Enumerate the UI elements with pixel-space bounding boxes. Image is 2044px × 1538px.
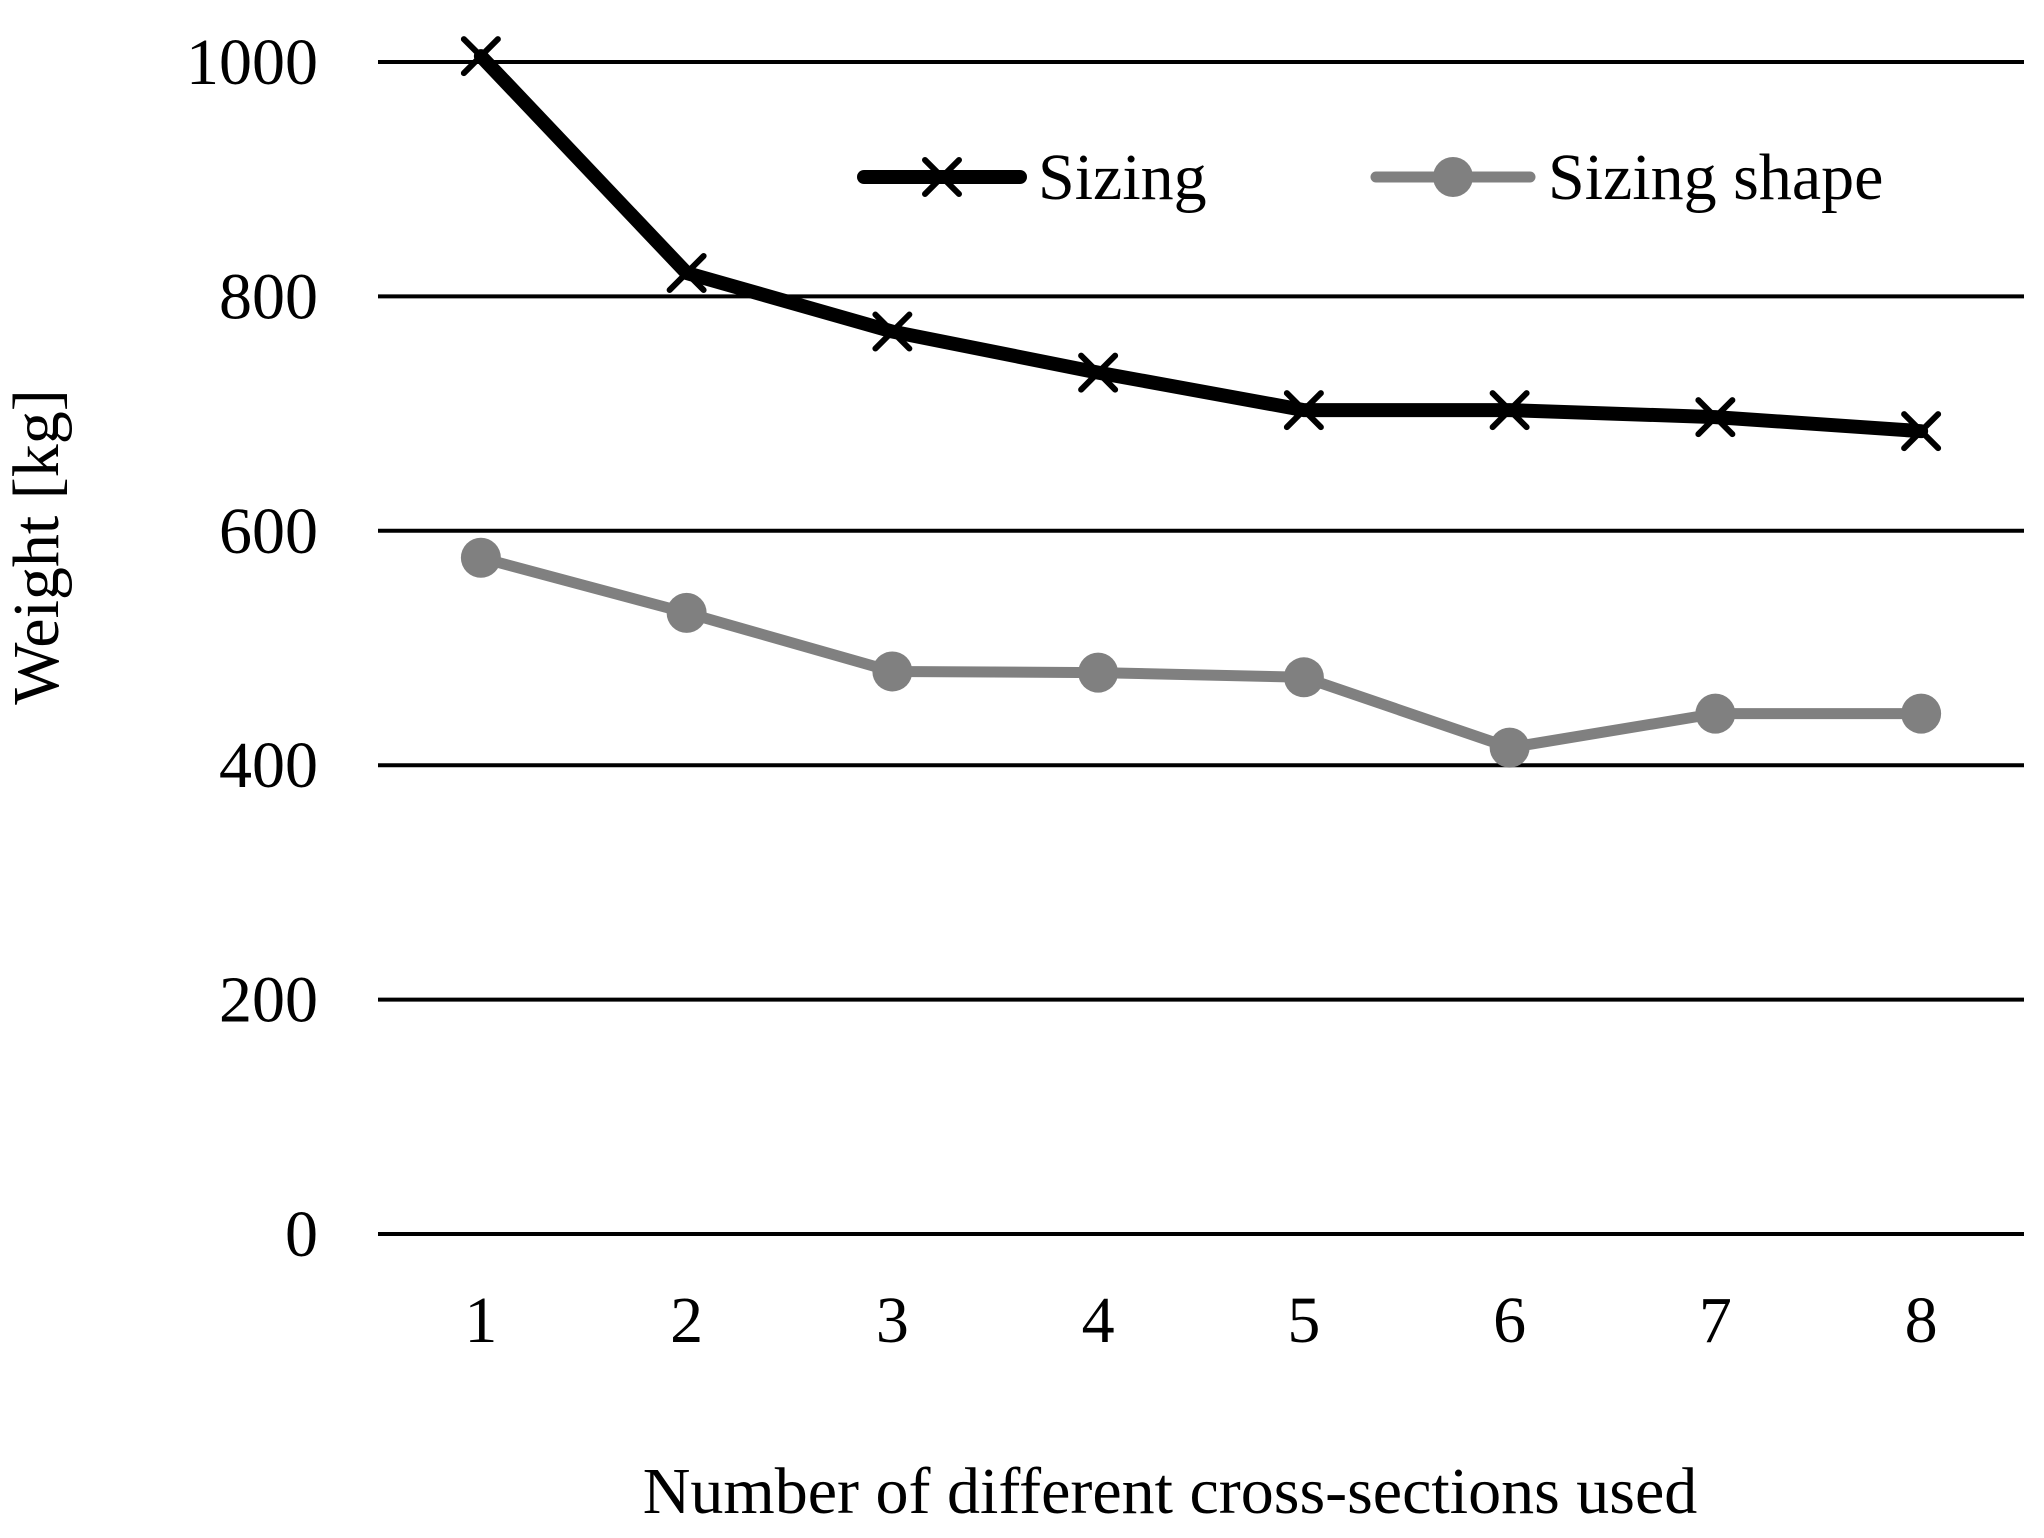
data-point-sizing-shape-3 <box>872 651 913 692</box>
legend-item-sizing: Sizing <box>857 141 1207 214</box>
data-point-sizing-shape-4 <box>1078 652 1119 693</box>
x-tick-label-6: 6 <box>1493 1284 1526 1357</box>
data-point-sizing-shape-5 <box>1283 657 1324 698</box>
x-tick-label-8: 8 <box>1905 1284 1938 1357</box>
x-tick-labels: 1 2 3 4 5 6 7 8 <box>464 1284 1937 1357</box>
data-point-sizing-shape-1 <box>460 537 501 578</box>
y-tick-label-1000: 1000 <box>186 26 318 99</box>
x-tick-label-2: 2 <box>670 1284 703 1357</box>
y-tick-label-400: 400 <box>219 729 318 802</box>
legend: Sizing Sizing shape <box>857 141 1883 214</box>
data-point-sizing-shape-6 <box>1489 727 1530 768</box>
data-point-sizing-1 <box>460 36 501 77</box>
data-point-sizing-5 <box>1283 390 1324 431</box>
x-tick-label-5: 5 <box>1287 1284 1320 1357</box>
legend-label-sizing-shape: Sizing shape <box>1548 141 1883 214</box>
data-point-sizing-shape-8 <box>1901 693 1942 734</box>
data-point-sizing-6 <box>1489 390 1530 431</box>
x-tick-label-3: 3 <box>876 1284 909 1357</box>
data-point-sizing-4 <box>1078 352 1119 393</box>
legend-item-sizing-shape: Sizing shape <box>1370 141 1883 214</box>
data-point-sizing-8 <box>1901 411 1942 452</box>
y-tick-label-800: 800 <box>219 260 318 333</box>
data-point-sizing-7 <box>1695 397 1736 438</box>
series-line-sizing <box>473 49 1929 439</box>
y-tick-label-0: 0 <box>285 1198 318 1271</box>
y-tick-labels: 0 200 400 600 800 1000 <box>186 26 318 1271</box>
data-point-sizing-3 <box>872 311 913 352</box>
x-tick-label-1: 1 <box>464 1284 497 1357</box>
y-tick-label-200: 200 <box>219 964 318 1037</box>
data-point-sizing-shape-2 <box>666 592 707 633</box>
legend-label-sizing: Sizing <box>1038 141 1207 214</box>
series-line-sizing-shape <box>475 552 1927 754</box>
x-axis-title: Number of different cross-sections used <box>643 1455 1698 1528</box>
series-markers <box>460 36 1942 768</box>
gridlines <box>378 60 2024 1236</box>
legend-marker-sizing-shape <box>1433 157 1473 197</box>
y-tick-label-600: 600 <box>219 495 318 568</box>
x-tick-label-7: 7 <box>1699 1284 1732 1357</box>
data-point-sizing-shape-7 <box>1695 693 1736 734</box>
data-point-sizing-2 <box>666 252 707 293</box>
legend-marker-sizing <box>922 157 962 197</box>
y-axis-title: Weight [kg] <box>0 389 73 704</box>
x-tick-label-4: 4 <box>1082 1284 1115 1357</box>
series-lines <box>473 49 1929 754</box>
